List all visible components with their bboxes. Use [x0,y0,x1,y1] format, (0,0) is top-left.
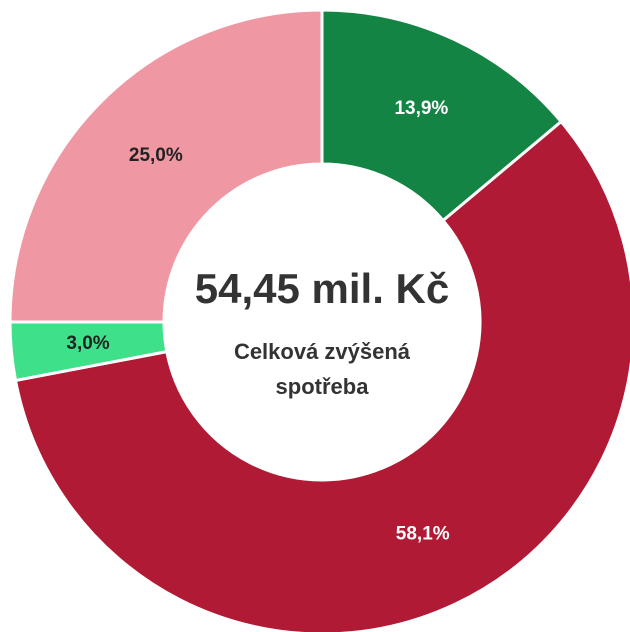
data-label: 25,0% [129,145,183,166]
center-title: 54,45 mil. Kč [195,265,449,312]
donut-wedge [320,8,564,223]
center-subtitle: Celková zvýšená spotřeba [233,339,411,399]
wedges [8,8,630,632]
donut-wedge [8,8,324,324]
data-label: 3,0% [66,333,109,354]
data-label: 58,1% [396,523,450,544]
data-label: 13,9% [394,98,448,119]
center-subtitle-box: Celková zvýšená spotřeba [233,339,411,399]
donut-wedge [13,119,630,632]
